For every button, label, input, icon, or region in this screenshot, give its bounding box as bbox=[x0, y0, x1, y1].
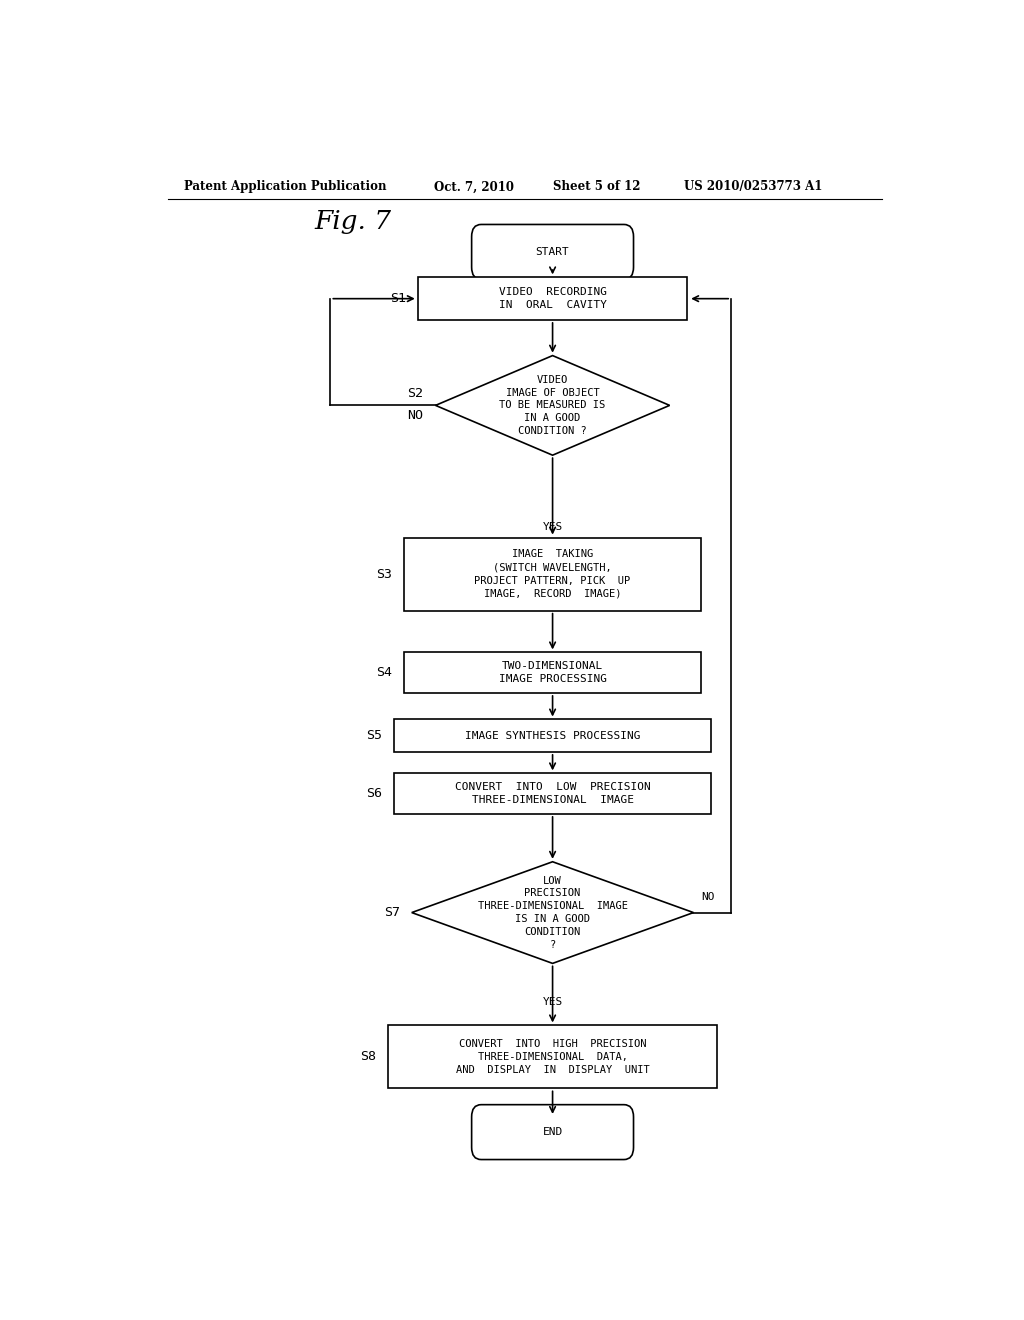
Text: S5: S5 bbox=[366, 729, 382, 742]
Text: IMAGE  TAKING
(SWITCH WAVELENGTH,
PROJECT PATTERN, PICK  UP
IMAGE,  RECORD  IMAG: IMAGE TAKING (SWITCH WAVELENGTH, PROJECT… bbox=[474, 549, 631, 599]
Text: CONVERT  INTO  LOW  PRECISION
THREE-DIMENSIONAL  IMAGE: CONVERT INTO LOW PRECISION THREE-DIMENSI… bbox=[455, 781, 650, 805]
Bar bbox=[403, 652, 701, 693]
Text: YES: YES bbox=[543, 997, 563, 1007]
Text: VIDEO  RECORDING
IN  ORAL  CAVITY: VIDEO RECORDING IN ORAL CAVITY bbox=[499, 286, 606, 310]
Text: S8: S8 bbox=[360, 1051, 376, 1064]
Text: NO: NO bbox=[701, 892, 715, 903]
Text: IMAGE SYNTHESIS PROCESSING: IMAGE SYNTHESIS PROCESSING bbox=[465, 731, 640, 741]
Text: START: START bbox=[536, 247, 569, 257]
Bar bbox=[394, 719, 712, 752]
Text: S1: S1 bbox=[390, 292, 406, 305]
Text: S6: S6 bbox=[366, 787, 382, 800]
Bar bbox=[418, 277, 687, 319]
Text: VIDEO
IMAGE OF OBJECT
TO BE MEASURED IS
IN A GOOD
CONDITION ?: VIDEO IMAGE OF OBJECT TO BE MEASURED IS … bbox=[500, 375, 606, 436]
Text: S3: S3 bbox=[376, 568, 392, 581]
Bar bbox=[388, 1026, 717, 1089]
Text: CONVERT  INTO  HIGH  PRECISION
THREE-DIMENSIONAL  DATA,
AND  DISPLAY  IN  DISPLA: CONVERT INTO HIGH PRECISION THREE-DIMENS… bbox=[456, 1039, 649, 1074]
Polygon shape bbox=[412, 862, 693, 964]
Text: US 2010/0253773 A1: US 2010/0253773 A1 bbox=[684, 181, 822, 193]
Text: YES: YES bbox=[543, 523, 563, 532]
FancyBboxPatch shape bbox=[472, 1105, 634, 1159]
Text: LOW
PRECISION
THREE-DIMENSIONAL  IMAGE
IS IN A GOOD
CONDITION
?: LOW PRECISION THREE-DIMENSIONAL IMAGE IS… bbox=[477, 875, 628, 949]
Text: Patent Application Publication: Patent Application Publication bbox=[183, 181, 386, 193]
Text: S7: S7 bbox=[384, 906, 399, 919]
Text: Oct. 7, 2010: Oct. 7, 2010 bbox=[433, 181, 514, 193]
Text: Sheet 5 of 12: Sheet 5 of 12 bbox=[553, 181, 640, 193]
Text: S2: S2 bbox=[408, 387, 424, 400]
Text: END: END bbox=[543, 1127, 563, 1137]
Text: Fig. 7: Fig. 7 bbox=[314, 209, 391, 234]
Text: NO: NO bbox=[408, 409, 424, 422]
Text: TWO-DIMENSIONAL
IMAGE PROCESSING: TWO-DIMENSIONAL IMAGE PROCESSING bbox=[499, 661, 606, 684]
Polygon shape bbox=[435, 355, 670, 455]
Text: S4: S4 bbox=[376, 667, 392, 680]
Bar bbox=[403, 537, 701, 611]
FancyBboxPatch shape bbox=[472, 224, 634, 280]
Bar bbox=[394, 774, 712, 814]
